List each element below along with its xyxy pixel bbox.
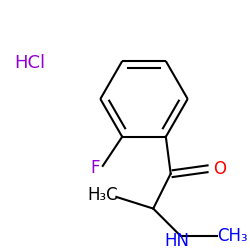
Text: O: O bbox=[213, 160, 226, 178]
Text: H₃C: H₃C bbox=[88, 186, 118, 204]
Text: HCl: HCl bbox=[14, 54, 45, 72]
Text: F: F bbox=[90, 159, 100, 177]
Text: HN: HN bbox=[164, 232, 189, 250]
Text: CH₃: CH₃ bbox=[218, 227, 248, 245]
